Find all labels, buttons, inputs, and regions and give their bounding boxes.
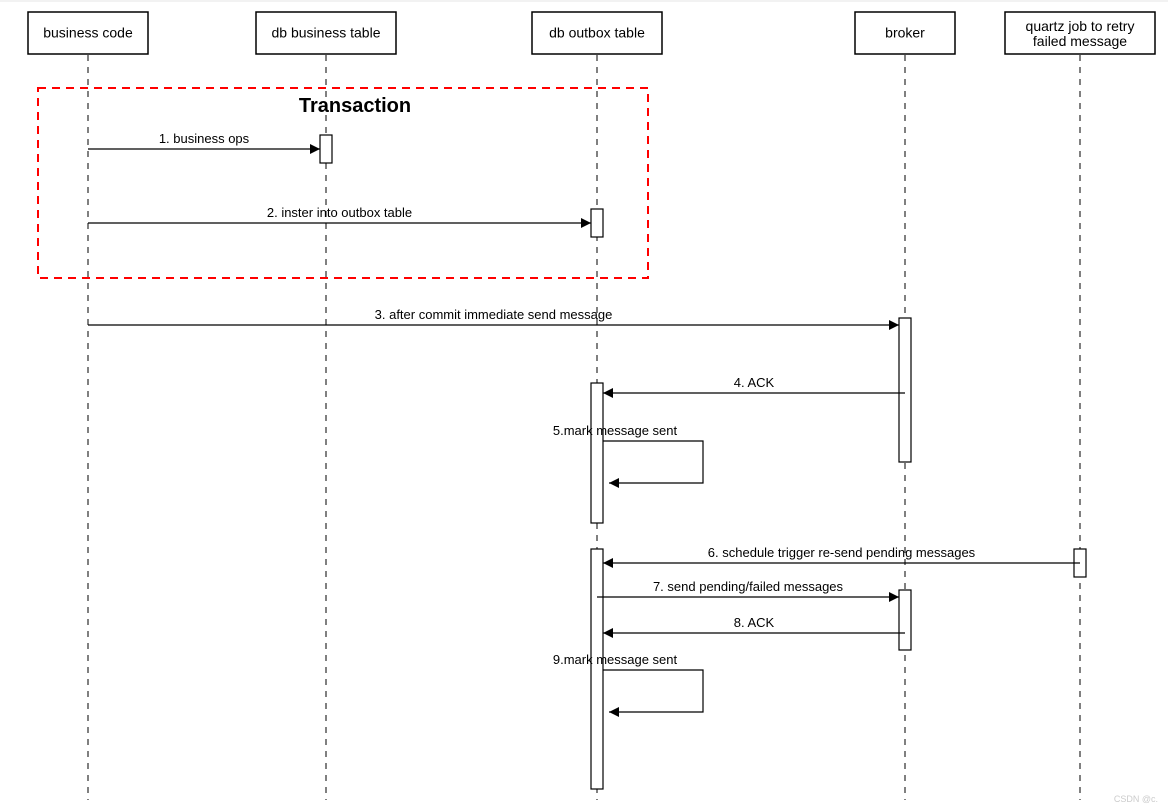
participant-label-broker: broker [885, 25, 925, 41]
message-label-5: 5.mark message sent [553, 423, 678, 438]
message-label-3: 3. after commit immediate send message [375, 307, 613, 322]
message-label-2: 2. inster into outbox table [267, 205, 412, 220]
participant-label-quartz: quartz job to retryfailed message [1026, 18, 1135, 49]
message-label-4: 4. ACK [734, 375, 775, 390]
activation-outbox-1 [591, 209, 603, 237]
message-5 [603, 441, 703, 483]
participant-label-outbox: db outbox table [549, 25, 645, 41]
participant-label-biz: business code [43, 25, 133, 41]
participant-label-dbbiz: db business table [272, 25, 381, 41]
message-label-7: 7. send pending/failed messages [653, 579, 844, 594]
activation-broker-2 [899, 318, 911, 462]
activation-dbbiz-0 [320, 135, 332, 163]
activation-outbox-3 [591, 383, 603, 523]
activation-broker-6 [899, 590, 911, 650]
message-label-8: 8. ACK [734, 615, 775, 630]
transaction-title: Transaction [299, 95, 411, 117]
watermark: CSDN @c. [1114, 794, 1158, 804]
activation-outbox-4 [591, 549, 603, 789]
sequence-diagram: business code db business table db outbox … [0, 0, 1168, 810]
message-label-1: 1. business ops [159, 131, 250, 146]
message-9 [603, 670, 703, 712]
message-label-9: 9.mark message sent [553, 652, 678, 667]
message-label-6: 6. schedule trigger re-send pending mess… [708, 545, 976, 560]
